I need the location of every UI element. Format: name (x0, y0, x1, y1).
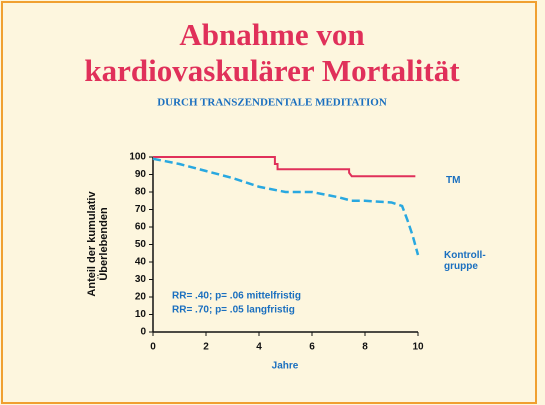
x-tick-label: 10 (412, 342, 424, 353)
y-tick-label: 90 (135, 169, 147, 180)
x-axis-label: Jahre (272, 361, 299, 372)
y-axis-label: Überlebenden (97, 207, 110, 281)
y-tick-label: 100 (129, 152, 146, 163)
chart-subtitle: DURCH TRANSZENDENTALE MEDITATION (157, 97, 387, 109)
x-tick-label: 2 (203, 342, 209, 353)
series-label: TM (446, 175, 460, 186)
annotation: RR= .70; p= .05 langfristig (172, 305, 295, 316)
border (1, 1, 537, 404)
y-tick-label: 50 (135, 239, 147, 250)
y-axis-label: Anteil der kumulativ (86, 191, 98, 297)
series-label: Kontroll-gruppe (444, 250, 486, 272)
y-tick-label: 0 (140, 327, 146, 338)
x-tick-label: 8 (362, 342, 368, 353)
x-tick-label: 4 (256, 342, 262, 353)
y-tick-label: 40 (135, 257, 147, 268)
y-tick-label: 80 (135, 187, 147, 198)
x-tick-label: 6 (309, 342, 315, 353)
y-tick-label: 10 (135, 309, 147, 320)
y-tick-label: 70 (135, 204, 147, 215)
annotation: RR= .40; p= .06 mittelfristig (172, 291, 301, 302)
series-line (152, 157, 420, 256)
y-tick-label: 60 (135, 222, 147, 233)
chart-title: kardiovaskulärer Mortalität (84, 53, 460, 88)
y-tick-label: 30 (135, 274, 147, 285)
x-tick-label: 0 (150, 342, 156, 353)
series-line (153, 156, 416, 178)
chart-title: Abnahme von (179, 17, 364, 52)
y-tick-label: 20 (135, 292, 147, 303)
